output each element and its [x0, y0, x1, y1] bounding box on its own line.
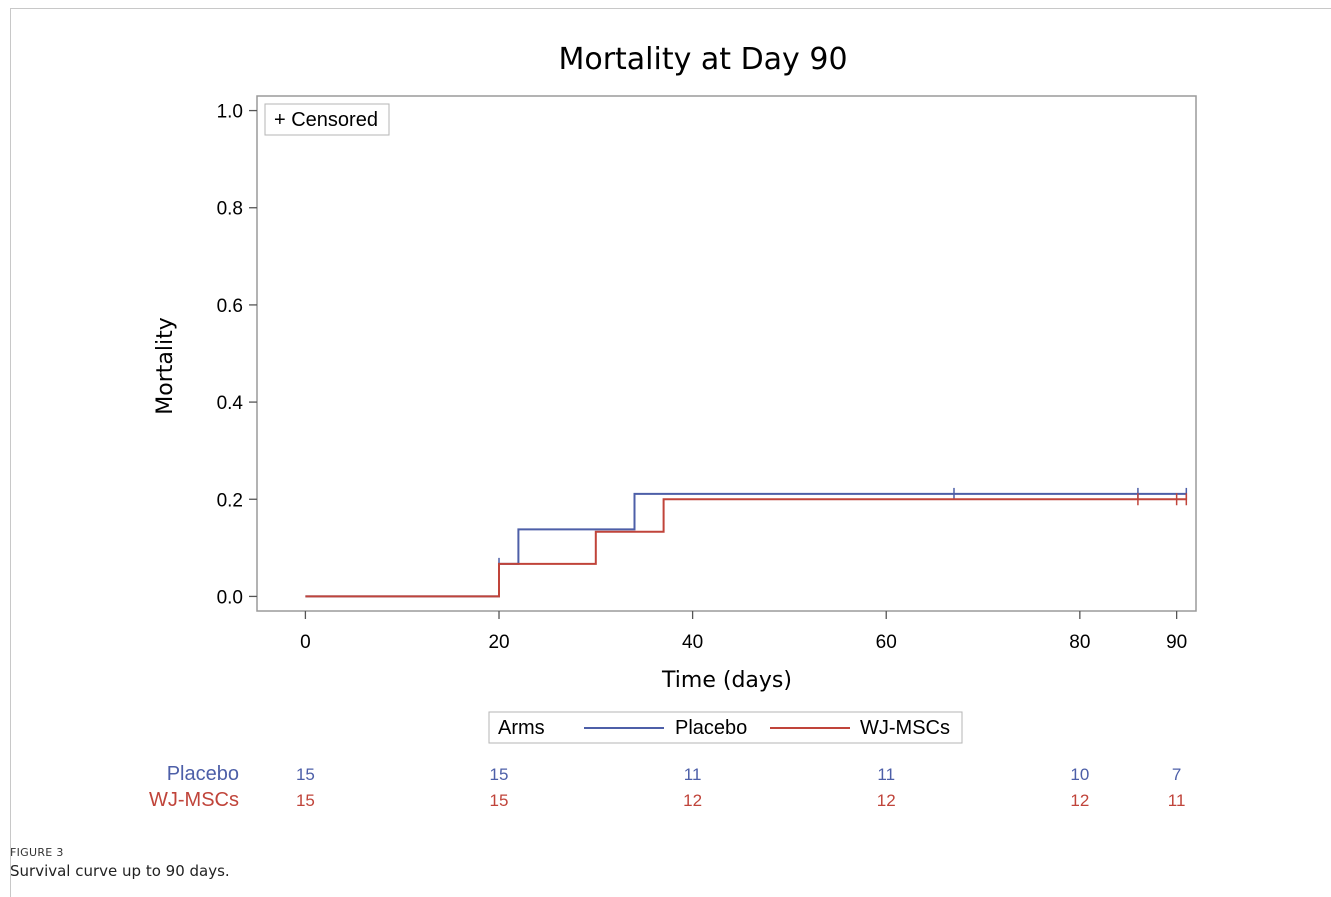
chart-title: Mortality at Day 90	[558, 42, 847, 77]
at-risk-value: 15	[296, 791, 315, 810]
plot-area-frame	[256, 95, 1197, 612]
y-axis-label: Mortality	[153, 317, 178, 414]
censored-legend-text: + Censored	[274, 109, 378, 131]
figure-caption: Survival curve up to 90 days.	[10, 862, 230, 880]
x-axis-label: Time (days)	[661, 668, 792, 693]
at-risk-value: 12	[683, 791, 702, 810]
legend-box	[488, 711, 963, 744]
at-risk-row-label: WJ-MSCs	[149, 789, 239, 811]
legend-entry-placebo: Placebo	[675, 717, 747, 739]
y-tick-label: 0.8	[217, 199, 243, 220]
x-tick-label: 40	[682, 632, 703, 653]
legend: Arms Placebo WJ-MSCs	[488, 711, 963, 744]
at-risk-value: 12	[1070, 791, 1089, 810]
legend-title: Arms	[498, 717, 545, 739]
at-risk-table: Placebo 15 15 11 11 10 7 WJ-MSCs 15 15 12 12 12 11	[149, 763, 1185, 811]
at-risk-value: 15	[490, 791, 509, 810]
y-tick-label: 0.6	[217, 296, 243, 317]
at-risk-row-label: Placebo	[167, 763, 239, 785]
at-risk-value: 11	[684, 765, 702, 784]
figure-label: FIGURE 3	[10, 846, 64, 859]
x-tick-label: 90	[1166, 632, 1187, 653]
series-line-placebo	[305, 492, 1187, 598]
chart: Mortality at Day 90 0.0 0.2 0.4 0.6 0.8 1.0 0…	[149, 42, 1197, 811]
censored-legend: + Censored	[264, 103, 390, 136]
at-risk-value: 15	[296, 765, 315, 784]
y-axis: 0.0 0.2 0.4 0.6 0.8 1.0	[217, 102, 257, 608]
at-risk-value: 10	[1070, 765, 1089, 784]
at-risk-value: 7	[1172, 765, 1181, 784]
censored-legend-box	[264, 103, 390, 136]
x-tick-label: 60	[876, 632, 897, 653]
at-risk-value: 11	[1168, 791, 1186, 810]
series-layer	[305, 487, 1188, 598]
at-risk-value: 15	[490, 765, 509, 784]
x-tick-label: 0	[300, 632, 311, 653]
x-axis: 0 20 40 60 80 90	[300, 611, 1187, 653]
at-risk-value: 11	[877, 765, 895, 784]
at-risk-value: 12	[877, 791, 896, 810]
x-tick-label: 20	[488, 632, 509, 653]
y-tick-label: 1.0	[217, 102, 243, 123]
x-tick-label: 80	[1069, 632, 1090, 653]
legend-entry-wj-mscs: WJ-MSCs	[860, 717, 950, 739]
y-tick-label: 0.2	[217, 490, 243, 511]
y-tick-label: 0.4	[217, 393, 244, 414]
y-tick-label: 0.0	[217, 587, 243, 608]
figure-frame	[10, 8, 1331, 897]
series-line-wj-mscs	[305, 498, 1187, 598]
